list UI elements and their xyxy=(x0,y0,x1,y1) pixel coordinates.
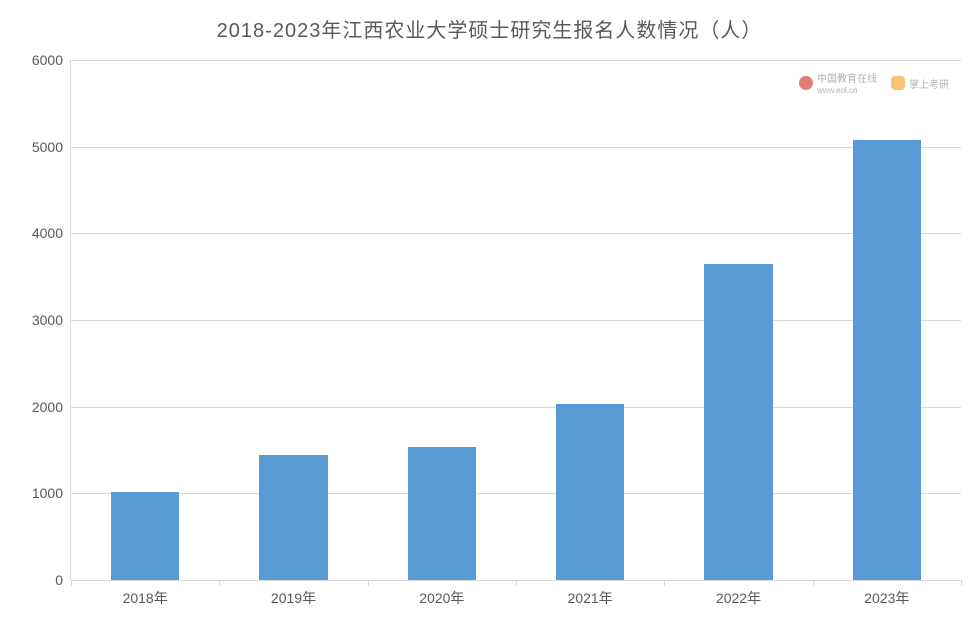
bar xyxy=(556,404,624,580)
bar xyxy=(408,447,476,580)
x-tick-mark xyxy=(664,580,665,586)
bar xyxy=(704,264,772,580)
x-tick-mark xyxy=(71,580,72,586)
y-axis-label: 3000 xyxy=(32,312,71,328)
y-axis-label: 0 xyxy=(55,572,71,588)
gridline xyxy=(71,147,961,148)
y-axis-label: 1000 xyxy=(32,485,71,501)
x-axis-label: 2022年 xyxy=(716,580,761,608)
chart-title: 2018-2023年江西农业大学硕士研究生报名人数情况（人） xyxy=(0,14,979,43)
gridline xyxy=(71,60,961,61)
y-axis-label: 5000 xyxy=(32,139,71,155)
gridline xyxy=(71,320,961,321)
x-axis-label: 2019年 xyxy=(271,580,316,608)
bar xyxy=(111,492,179,580)
x-axis-label: 2020年 xyxy=(419,580,464,608)
bar xyxy=(259,455,327,580)
x-tick-mark xyxy=(813,580,814,586)
x-axis-label: 2018年 xyxy=(123,580,168,608)
x-axis-label: 2023年 xyxy=(864,580,909,608)
x-tick-mark xyxy=(516,580,517,586)
bar xyxy=(853,140,921,580)
y-axis-label: 2000 xyxy=(32,399,71,415)
gridline xyxy=(71,233,961,234)
plot-area: 01000200030004000500060002018年2019年2020年… xyxy=(70,60,961,581)
x-axis-label: 2021年 xyxy=(568,580,613,608)
y-axis-label: 6000 xyxy=(32,52,71,68)
x-tick-mark xyxy=(961,580,962,586)
chart-container: 2018-2023年江西农业大学硕士研究生报名人数情况（人） 中国教育在线 ww… xyxy=(0,0,979,633)
gridline xyxy=(71,407,961,408)
y-axis-label: 4000 xyxy=(32,225,71,241)
gridline xyxy=(71,493,961,494)
x-tick-mark xyxy=(368,580,369,586)
x-tick-mark xyxy=(219,580,220,586)
